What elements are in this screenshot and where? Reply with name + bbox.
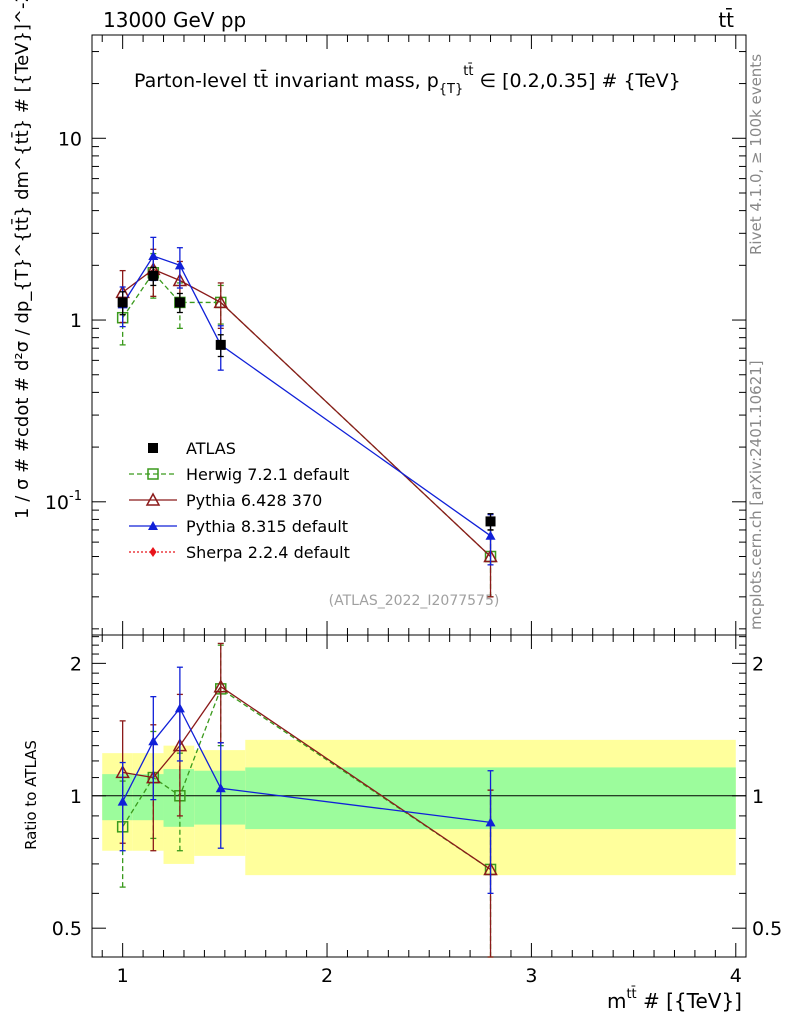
y-tick-label-ratio-right: 0.5 — [752, 918, 782, 940]
legend-label-atlas: ATLAS — [186, 439, 236, 458]
y-tick-label-exp: -1 — [69, 489, 82, 504]
data-point-py8 — [485, 530, 496, 540]
ratio-inner-band-3 — [194, 770, 246, 825]
data-point-atlas — [485, 516, 496, 527]
data-point-py8 — [148, 251, 159, 261]
ratio-series-py8 — [117, 666, 496, 895]
series-line-herwig — [122, 271, 491, 557]
y-tick-label-ratio-right: 1 — [752, 786, 764, 808]
legend-label-py6: Pythia 6.428 370 — [186, 491, 322, 510]
mcplots-source-text: mcplots.cern.ch [arXiv:2401.10621] — [747, 360, 765, 630]
legend-entry-py8: Pythia 8.315 default — [129, 517, 348, 536]
data-point-py8 — [215, 783, 226, 793]
data-point-atlas — [148, 270, 159, 281]
y-tick-label-ratio-left: 2 — [70, 653, 82, 675]
legend-marker-herwig — [147, 468, 159, 480]
analysis-id: (ATLAS_2022_I2077575) — [329, 593, 500, 609]
x-axis-label-tail: # [{TeV}] — [637, 989, 742, 1013]
main-series-atlas — [117, 266, 496, 531]
y-tick-label-1: 1 — [70, 310, 82, 332]
x-tick-label: 2 — [321, 965, 333, 987]
ratio-y-axis-label: Ratio to ATLAS — [22, 740, 40, 850]
data-point-py8 — [117, 796, 128, 806]
x-axis-label-main: m — [607, 989, 626, 1013]
plot-title-sub: {T} — [439, 82, 463, 97]
y-tick-label-10: 10 — [58, 128, 82, 150]
process-label: tt̄ — [718, 7, 734, 32]
energy-label: 13000 GeV pp — [103, 8, 246, 32]
legend-label-herwig: Herwig 7.2.1 default — [186, 465, 349, 484]
y-tick-label-0.1: 10-1 — [45, 489, 82, 514]
legend-entry-py6: Pythia 6.428 370 — [129, 491, 322, 510]
x-tick-label: 1 — [117, 965, 129, 987]
data-point-atlas — [174, 297, 185, 308]
main-y-axis-label: 1 / σ # #cdot # d²σ / dp_{T}^{tt̄} dm^{t… — [11, 0, 33, 519]
main-series-py8 — [117, 236, 496, 566]
legend-marker-py8 — [148, 521, 158, 530]
data-point-py6 — [213, 679, 229, 693]
ratio-inner-band-2 — [163, 769, 195, 827]
ratio-uncertainty-bands — [102, 739, 736, 876]
ratio-inner-band-0 — [102, 774, 133, 821]
data-point-atlas — [215, 339, 226, 350]
data-point-py8 — [148, 736, 159, 746]
ratio-series-layer — [115, 642, 498, 958]
legend-label-py8: Pythia 8.315 default — [186, 517, 348, 536]
data-point-py6 — [213, 294, 229, 309]
y-tick-label-ratio-left: 1 — [70, 786, 82, 808]
legend: ATLAS Herwig 7.2.1 default Pythia 6.428 37… — [129, 439, 350, 562]
plot-title-tail: ∈ [0.2,0.35] # {TeV} — [473, 70, 680, 92]
plot-title: Parton-level tt̄ invariant mass, p{T}tt̄… — [134, 64, 681, 97]
data-point-py8 — [174, 703, 185, 713]
legend-marker-py6 — [145, 492, 161, 506]
legend-label-sherpa: Sherpa 2.2.4 default — [186, 543, 350, 562]
main-series-layer — [115, 236, 498, 598]
x-tick-label: 4 — [730, 965, 742, 987]
x-tick-label: 3 — [525, 965, 537, 987]
legend-entry-atlas: ATLAS — [148, 439, 236, 458]
data-point-py8 — [485, 817, 496, 827]
legend-entry-sherpa: Sherpa 2.2.4 default — [129, 543, 350, 562]
x-axis-label-sup: tt̄ — [626, 987, 636, 1002]
y-tick-label-ratio-left: 0.5 — [52, 918, 82, 940]
data-point-py8 — [174, 260, 185, 270]
legend-marker-sherpa — [149, 547, 157, 557]
y-tick-label-ratio-right: 2 — [752, 653, 764, 675]
data-point-atlas — [117, 297, 128, 308]
plot-title-main: Parton-level tt̄ invariant mass, p — [134, 68, 439, 92]
rivet-version-text: Rivet 4.1.0, ≥ 100k events — [747, 54, 765, 255]
plot-title-sup: tt̄ — [463, 64, 473, 79]
y-tick-label-base: 10 — [45, 492, 69, 514]
legend-marker-atlas — [148, 443, 158, 453]
legend-entry-herwig: Herwig 7.2.1 default — [129, 465, 349, 484]
x-axis-label: mtt̄ # [{TeV}] — [607, 987, 742, 1013]
axis-ticks — [92, 35, 746, 957]
